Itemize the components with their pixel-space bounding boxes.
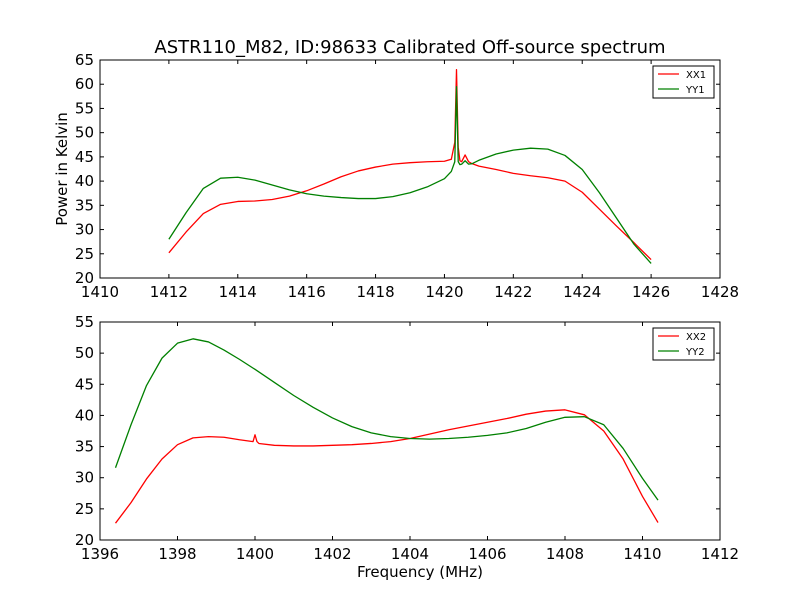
x-tick-label: 1426 — [632, 283, 670, 301]
y-tick-label: 45 — [75, 375, 94, 393]
y-tick-label: 25 — [75, 245, 94, 263]
x-axis-label: Frequency (MHz) — [357, 563, 483, 581]
y-tick-label: 20 — [75, 531, 94, 549]
y-tick-label: 45 — [75, 148, 94, 166]
axes-frame — [99, 59, 721, 279]
y-tick-label: 55 — [75, 99, 94, 117]
y-tick-label: 25 — [75, 500, 94, 518]
x-tick-label: 1412 — [701, 545, 739, 563]
legend-label-yy1: YY1 — [685, 85, 705, 96]
y-tick-label: 30 — [75, 469, 94, 487]
bottom-spectrum-panel: 1396 1398 1400 1402 1404 1406 1408 1410 1412 20 25… — [75, 313, 739, 581]
x-tick-label: 1410 — [623, 545, 661, 563]
y-tick-label: 65 — [75, 51, 94, 69]
y-tick-label: 60 — [75, 75, 94, 93]
top-spectrum-panel: 1410 1412 1414 1416 1418 1420 1422 1424 1426 1428… — [53, 51, 739, 301]
x-tick-label: 1398 — [158, 545, 196, 563]
series-line-yy2 — [114, 338, 659, 501]
y-tick-label: 20 — [75, 269, 94, 287]
legend-box — [652, 65, 715, 99]
figure-title: ASTR110_M82, ID:98633 Calibrated Off-sou… — [154, 37, 665, 58]
y-tick-label: 40 — [75, 406, 94, 424]
legend-box — [652, 327, 715, 361]
x-tick-label: 1424 — [563, 283, 601, 301]
series-line-yy1 — [168, 85, 652, 264]
y-tick-label: 30 — [75, 221, 94, 239]
x-tick-label: 1418 — [356, 283, 394, 301]
x-tick-label: 1402 — [313, 545, 351, 563]
x-tick-label: 1416 — [288, 283, 326, 301]
x-tick-label: 1410 — [81, 283, 119, 301]
y-tick-label: 55 — [75, 313, 94, 331]
y-axis-label: Power in Kelvin — [53, 112, 71, 226]
x-tick-label: 1428 — [701, 283, 739, 301]
y-tick-label: 40 — [75, 172, 94, 190]
y-tick-label: 50 — [75, 344, 94, 362]
y-tick-label: 35 — [75, 438, 94, 456]
legend-label-yy2: YY2 — [685, 347, 705, 358]
x-tick-label: 1396 — [81, 545, 119, 563]
legend-label-xx2: XX2 — [686, 332, 706, 343]
legend-label-xx1: XX1 — [686, 70, 706, 81]
x-tick-label: 1412 — [150, 283, 188, 301]
y-tick-label: 35 — [75, 196, 94, 214]
x-tick-label: 1414 — [219, 283, 257, 301]
x-tick-label: 1404 — [391, 545, 429, 563]
x-tick-label: 1400 — [236, 545, 274, 563]
x-tick-label: 1420 — [425, 283, 463, 301]
x-tick-label: 1408 — [546, 545, 584, 563]
series-line-xx2 — [114, 409, 659, 524]
x-tick-label: 1406 — [468, 545, 506, 563]
x-tick-label: 1422 — [494, 283, 532, 301]
y-tick-label: 50 — [75, 124, 94, 142]
